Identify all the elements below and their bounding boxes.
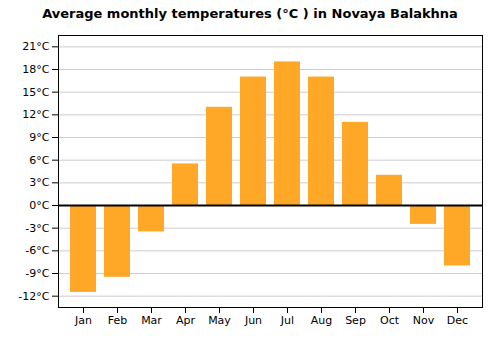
svg-text:6°C: 6°C [29, 154, 49, 167]
svg-text:9°C: 9°C [29, 131, 49, 144]
svg-text:Jan: Jan [74, 314, 92, 327]
svg-text:Feb: Feb [108, 314, 127, 327]
svg-text:12°C: 12°C [22, 108, 49, 121]
svg-text:-9°C: -9°C [25, 267, 49, 280]
svg-text:Mar: Mar [141, 314, 162, 327]
svg-text:Jul: Jul [280, 314, 294, 327]
svg-text:15°C: 15°C [22, 86, 49, 99]
svg-text:21°C: 21°C [22, 40, 49, 53]
html-text:Average monthly temperatures (: Average monthly temperatures (°C ) in No… [42, 6, 458, 21]
svg-text:-6°C: -6°C [25, 244, 49, 257]
svg-text:May: May [208, 314, 231, 327]
svg-text:-3°C: -3°C [25, 222, 49, 235]
svg-text:Jun: Jun [244, 314, 262, 327]
svg-text:Nov: Nov [413, 314, 435, 327]
svg-text:-12°C: -12°C [18, 290, 49, 303]
svg-text:Oct: Oct [380, 314, 400, 327]
svg-text:3°C: 3°C [29, 176, 49, 189]
svg-text:Dec: Dec [447, 314, 468, 327]
svg-text:Aug: Aug [311, 314, 332, 327]
svg-text:Sep: Sep [345, 314, 366, 327]
svg-text:0°C: 0°C [29, 199, 49, 212]
svg-text:18°C: 18°C [22, 63, 49, 76]
svg-text:Apr: Apr [176, 314, 196, 327]
